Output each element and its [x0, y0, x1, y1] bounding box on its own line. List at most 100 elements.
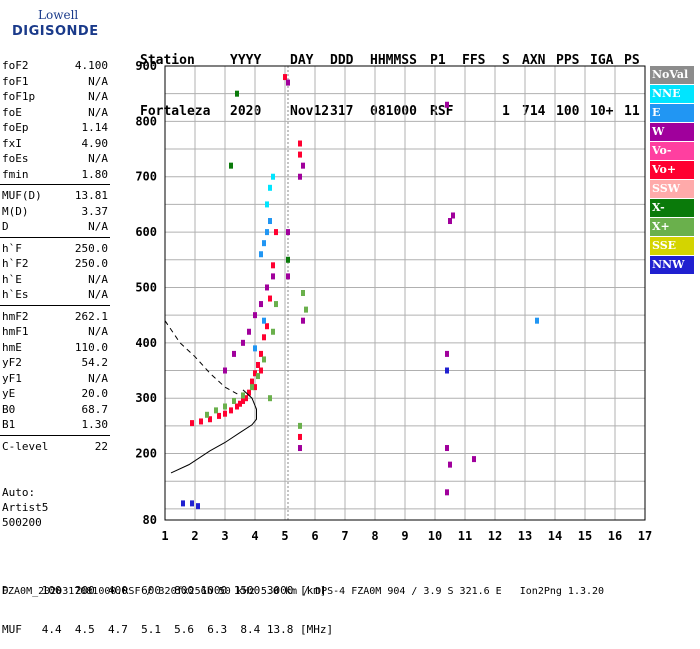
- legend-item-nnw: NNW: [650, 256, 694, 274]
- header-row1-cell: AXN: [522, 53, 546, 68]
- station-header: Station YYYY DAY DDD HHMMSS P1 FFS S AXN PPS IGA PS…: [140, 18, 680, 137]
- legend-item-x: X+: [650, 218, 694, 236]
- data-point-x: [250, 384, 254, 391]
- param-value: 1.30: [81, 418, 109, 431]
- data-point-x: [214, 407, 218, 414]
- data-point-vo: [199, 418, 203, 425]
- data-point-w: [286, 229, 290, 236]
- param-row: h`F2 250.0: [0, 256, 108, 271]
- param-value: 262.1: [74, 309, 108, 323]
- y-tick-label: 400: [135, 336, 157, 350]
- param-name: M(D): [2, 204, 29, 218]
- param-value: N/A: [88, 74, 108, 88]
- x-tick-label: 17: [638, 529, 652, 543]
- autoscaling-info: Auto: Artist5 500200: [2, 485, 48, 530]
- y-tick-label: 300: [135, 391, 157, 405]
- header-row1-cell: DDD: [330, 53, 354, 68]
- param-name: yF2: [2, 356, 22, 369]
- data-point-x: [232, 397, 236, 404]
- legend-item-ssw: SSW: [650, 180, 694, 198]
- x-tick-label: 13: [518, 529, 532, 543]
- param-name: foEp: [2, 121, 29, 134]
- param-value: 54.2: [81, 356, 109, 369]
- param-row: D N/A: [0, 219, 108, 234]
- header-row2-cell: 317: [330, 104, 354, 119]
- param-name: yE: [2, 387, 16, 400]
- param-value: 20.0: [81, 387, 109, 400]
- param-separator: [0, 184, 110, 185]
- param-name: h`F: [2, 241, 22, 255]
- y-tick-label: 200: [135, 447, 157, 461]
- data-point-vo: [259, 367, 263, 374]
- data-point-x: [262, 356, 266, 363]
- header-row1-cell: PPS: [556, 53, 580, 68]
- data-point-vo: [241, 397, 245, 404]
- param-row: foF2 4.100: [0, 58, 108, 73]
- data-point-w: [301, 317, 305, 324]
- data-point-vo: [247, 389, 251, 396]
- data-point-vo: [235, 403, 239, 410]
- electron-profile-line: [170, 389, 257, 474]
- param-row: yF1 N/A: [0, 371, 108, 386]
- data-point-nnw: [181, 500, 185, 507]
- data-point-x: [235, 90, 239, 97]
- digisonde-logo: Lowell DIGISONDE: [6, 8, 126, 44]
- param-value: 4.90: [81, 136, 109, 150]
- param-row: foE N/A: [0, 105, 108, 120]
- param-separator: [0, 304, 110, 306]
- data-point-w: [223, 367, 227, 374]
- data-point-vo: [253, 384, 257, 391]
- y-tick-label: 600: [135, 225, 157, 239]
- legend-item-sse: SSE: [650, 237, 694, 255]
- x-tick-label: 7: [341, 529, 348, 543]
- x-tick-label: 12: [488, 529, 502, 543]
- param-value: 4.100: [74, 59, 108, 72]
- param-value: N/A: [88, 371, 108, 385]
- muf-distance-table: D 100 200 400 600 800 1000 1500 3000 [km…: [2, 558, 333, 649]
- data-point-vo: [256, 361, 260, 368]
- data-point-w: [301, 162, 305, 169]
- param-row: foEs N/A: [0, 151, 108, 166]
- legend-item-w: W: [650, 123, 694, 141]
- param-row: B1 1.30: [0, 417, 108, 432]
- param-name: B0: [2, 402, 16, 416]
- param-name: hmF2: [2, 309, 29, 323]
- param-row: hmF2 262.1: [0, 309, 108, 324]
- legend-item-nne: NNE: [650, 85, 694, 103]
- header-row2-cell: Fortaleza: [140, 104, 211, 119]
- param-value: 110.0: [74, 340, 108, 354]
- data-point-vo: [217, 412, 221, 419]
- data-point-nne: [271, 173, 275, 180]
- data-point-vo: [271, 262, 275, 269]
- data-point-x: [271, 328, 275, 335]
- y-tick-label: 80: [143, 513, 157, 527]
- plot-frame: [164, 65, 646, 521]
- data-point-nnw: [445, 367, 449, 374]
- x-tick-label: 11: [458, 529, 472, 543]
- header-row2-cell: 100: [556, 104, 580, 119]
- param-row: h`Es N/A: [0, 287, 108, 302]
- data-point-w: [472, 456, 476, 463]
- param-value: 1.80: [81, 167, 109, 181]
- data-layer: [181, 74, 539, 510]
- y-tick-label: 900: [135, 59, 157, 73]
- data-point-e: [262, 317, 266, 324]
- axis-layer: 1 2 3 4 5 6 7 8 9 10 11 12 13 14 15 16 17802003004005006…: [135, 59, 652, 543]
- data-point-w: [232, 350, 236, 357]
- header-row1-cell: IGA: [590, 53, 614, 68]
- param-row: hmE 110.0: [0, 340, 108, 355]
- param-value: N/A: [88, 272, 108, 286]
- param-row: MUF(D) 13.81: [0, 188, 108, 203]
- logo-line1: Lowell: [38, 8, 79, 22]
- param-row: foF1p N/A: [0, 89, 108, 104]
- data-point-x: [298, 422, 302, 429]
- param-name: foF1: [2, 74, 29, 88]
- muf-row: MUF 4.4 4.5 4.7 5.1 5.6 6.3 8.4 13.8 [MH…: [2, 623, 334, 636]
- param-name: h`Es: [2, 288, 29, 301]
- data-point-vo: [238, 400, 242, 407]
- legend-item-vo: Vo+: [650, 161, 694, 179]
- param-name: h`F2: [2, 257, 29, 270]
- param-value: 250.0: [74, 241, 108, 255]
- header-row-labels: Station YYYY DAY DDD HHMMSS P1 FFS S AXN PPS IGA PS: [140, 52, 680, 69]
- x-tick-label: 9: [401, 529, 408, 543]
